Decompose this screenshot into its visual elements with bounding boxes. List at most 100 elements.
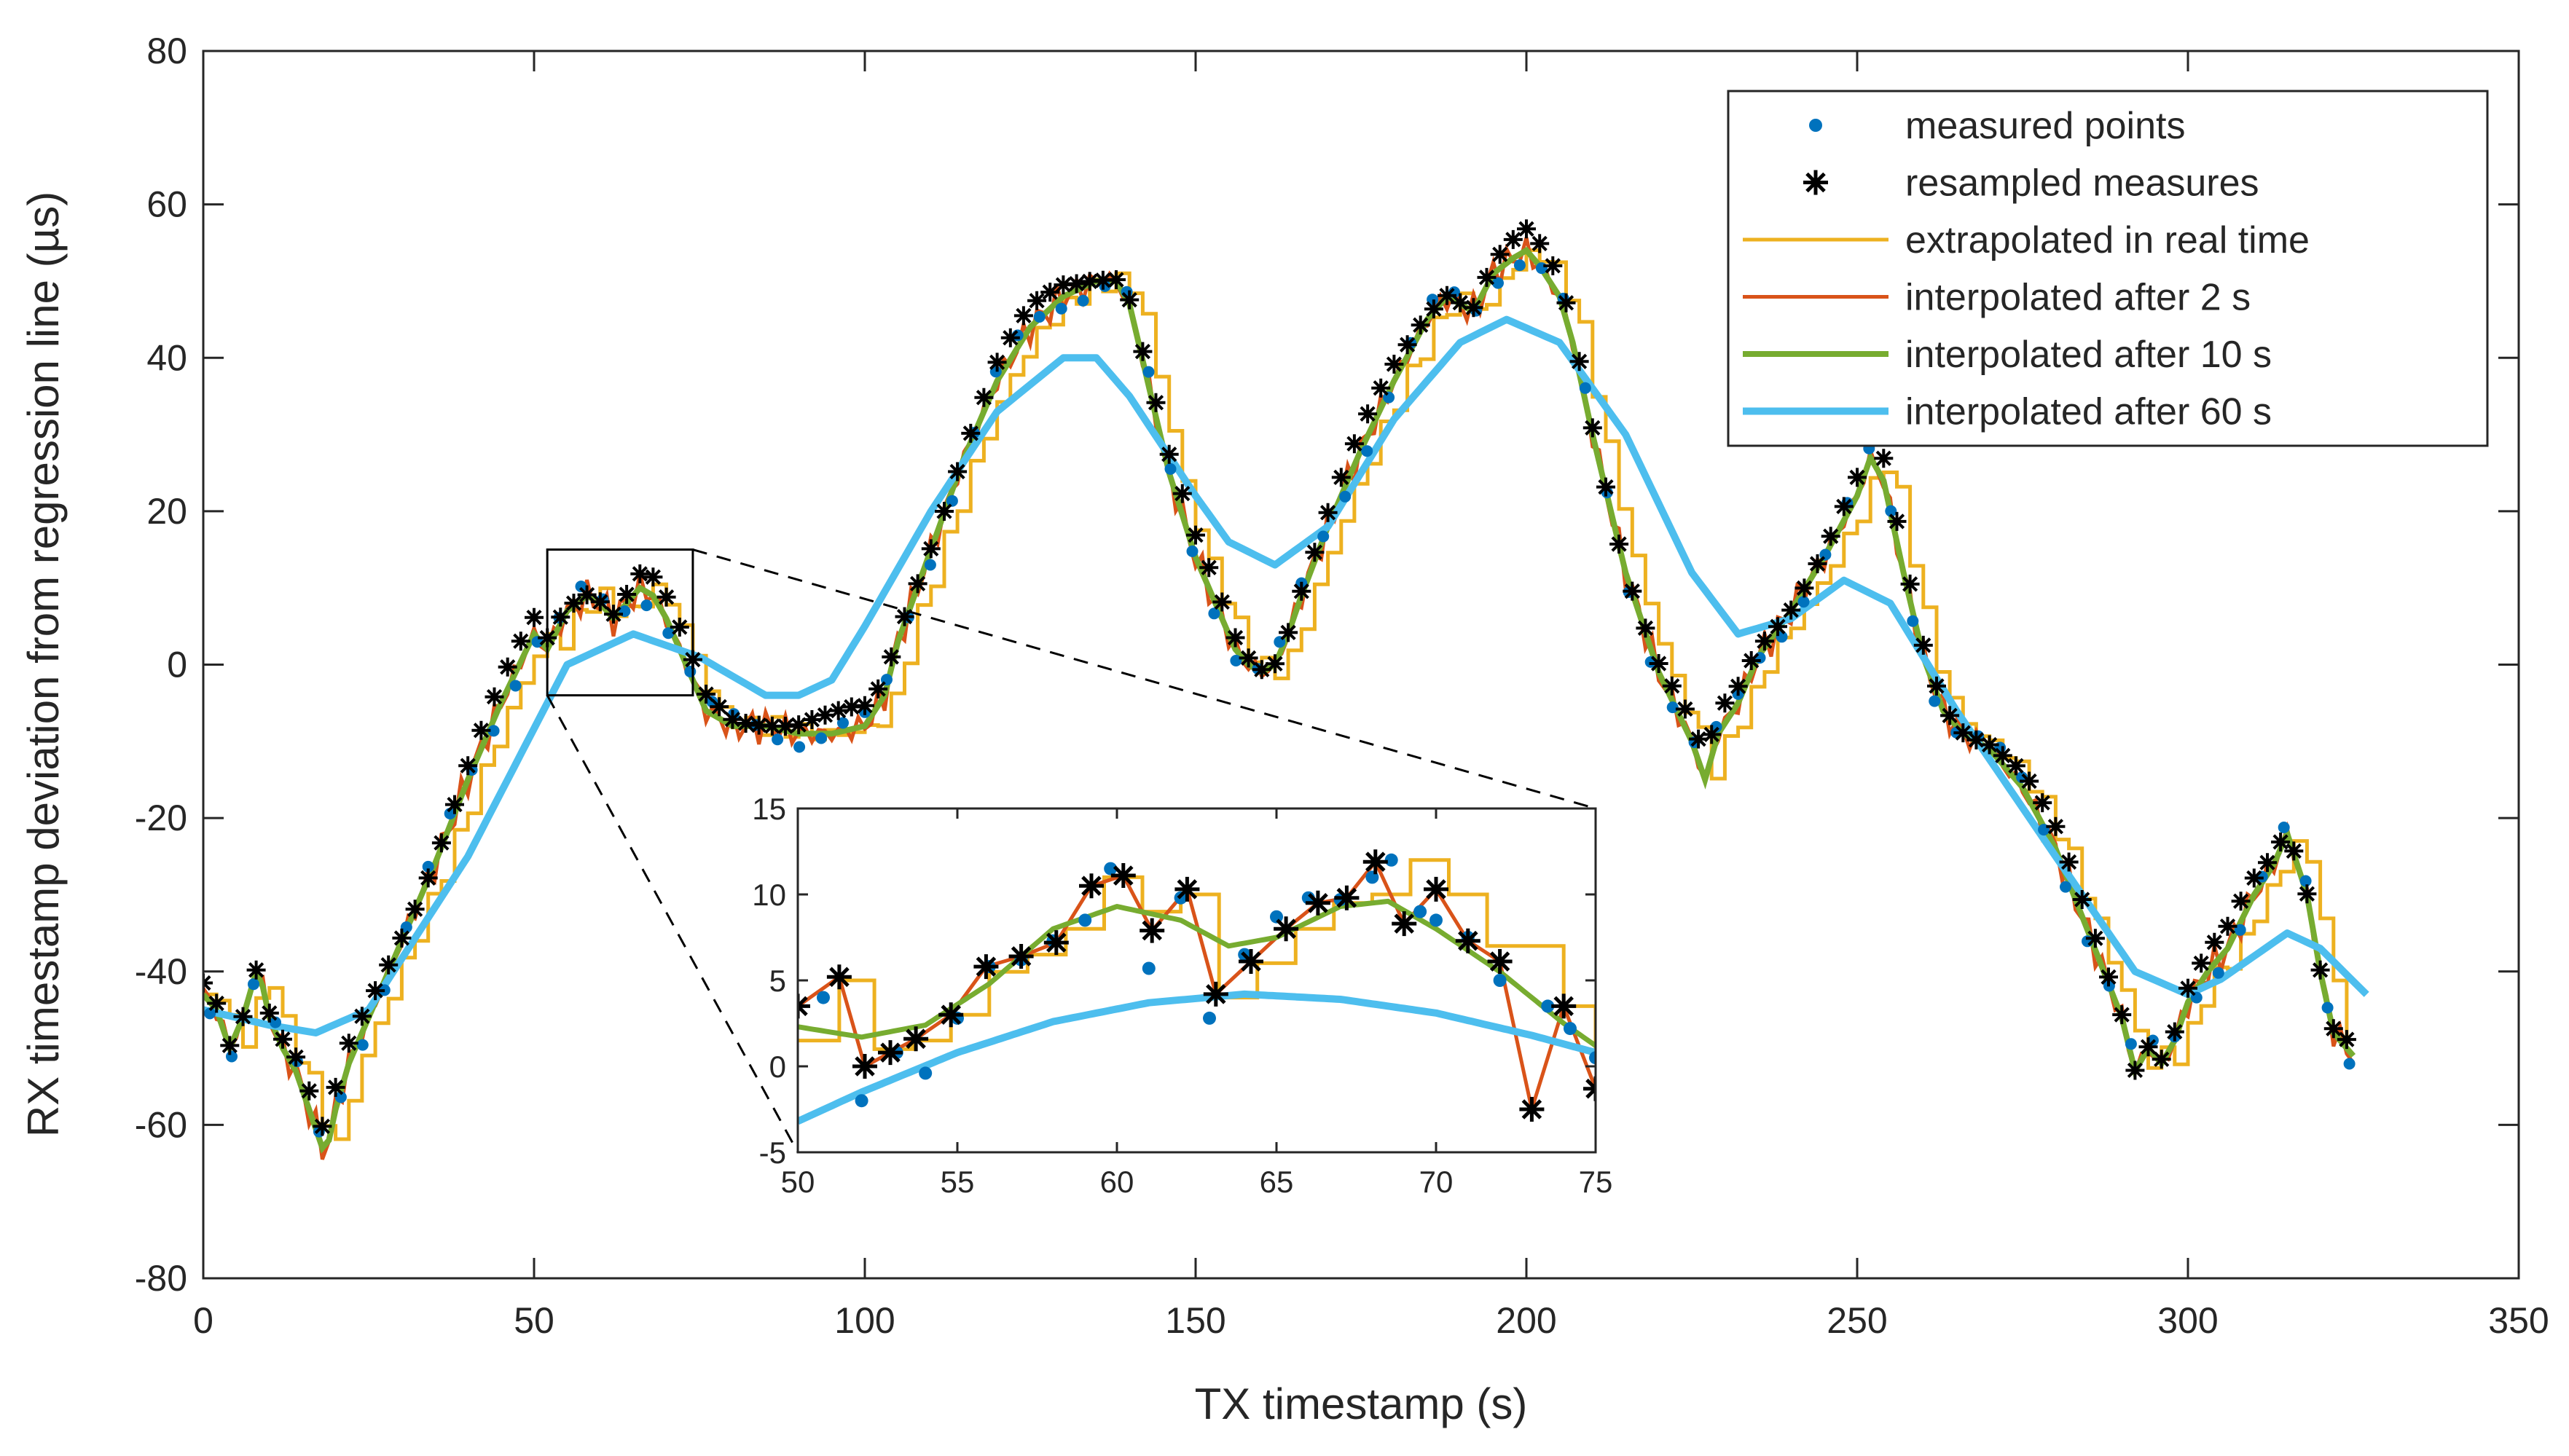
inset-y-tick-label: 15 bbox=[752, 792, 786, 826]
x-tick-label: 250 bbox=[1827, 1300, 1887, 1341]
resampled-point bbox=[1318, 503, 1338, 522]
y-tick-label: 40 bbox=[146, 337, 187, 378]
inset-interp-60s-line bbox=[798, 990, 1596, 1125]
resampled-point bbox=[1834, 497, 1854, 516]
resampled-point bbox=[485, 687, 504, 707]
resampled-point bbox=[1808, 554, 1827, 573]
resampled-point bbox=[1503, 229, 1523, 249]
measured-point bbox=[837, 717, 849, 729]
resampled-point bbox=[1186, 525, 1205, 545]
resampled-point bbox=[458, 756, 478, 776]
resampled-point bbox=[286, 1047, 306, 1067]
resampled-point bbox=[2218, 916, 2237, 936]
resampled-point bbox=[1754, 631, 1774, 651]
measured-point bbox=[640, 599, 653, 612]
inset-y-tick-label: 0 bbox=[769, 1050, 786, 1084]
resampled-point bbox=[1199, 558, 1219, 578]
resampled-point bbox=[617, 585, 637, 604]
resampled-point bbox=[789, 715, 809, 735]
zoom-source-box bbox=[546, 548, 694, 697]
measured-point bbox=[270, 1016, 281, 1028]
inset-resampled-point bbox=[878, 1040, 903, 1066]
resampled-point bbox=[710, 697, 729, 717]
resampled-point bbox=[1358, 404, 1378, 424]
resampled-point bbox=[220, 1036, 240, 1055]
resampled-point bbox=[2337, 1030, 2356, 1050]
inset-x-tick-label: 70 bbox=[1419, 1165, 1454, 1199]
resampled-point bbox=[723, 709, 742, 729]
resampled-point bbox=[643, 567, 663, 587]
measured-point bbox=[2060, 881, 2071, 893]
resampled-point bbox=[1966, 730, 1986, 749]
resampled-point bbox=[299, 1081, 319, 1101]
inset-y-tick-label: -5 bbox=[759, 1136, 786, 1170]
inset-resampled-point bbox=[826, 964, 852, 990]
measured-point bbox=[2278, 822, 2290, 833]
resampled-point bbox=[1715, 693, 1735, 713]
resampled-point bbox=[1728, 677, 1748, 696]
measured-point bbox=[509, 680, 522, 692]
measured-point bbox=[1164, 463, 1177, 475]
inset-resampled-point bbox=[852, 1054, 877, 1079]
measured-point bbox=[1710, 720, 1722, 733]
resampled-point bbox=[1940, 706, 1960, 725]
resampled-point bbox=[1212, 592, 1232, 612]
resampled-point bbox=[352, 1007, 372, 1026]
resampled-point bbox=[2033, 793, 2052, 813]
measured-point bbox=[1361, 445, 1373, 457]
measured-point bbox=[1666, 701, 1679, 714]
resampled-point bbox=[656, 587, 676, 607]
resampled-point bbox=[273, 1029, 292, 1049]
resampled-point bbox=[1080, 272, 1099, 291]
legend-label-interp10: interpolated after 10 s bbox=[1905, 334, 2272, 376]
inset-resampled-point bbox=[1239, 949, 1263, 974]
resampled-point bbox=[2152, 1050, 2171, 1069]
inset-measured-point bbox=[1203, 1011, 1216, 1025]
legend-marker-measured bbox=[1809, 119, 1822, 132]
resampled-point bbox=[1371, 378, 1391, 398]
resampled-point bbox=[1609, 535, 1629, 554]
resampled-point bbox=[1344, 434, 1364, 454]
resampled-point bbox=[1146, 393, 1166, 412]
x-tick-label: 200 bbox=[1496, 1300, 1556, 1341]
measured-point bbox=[1142, 366, 1155, 378]
resampled-point bbox=[802, 710, 822, 729]
resampled-point bbox=[1266, 654, 1284, 674]
x-tick-label: 150 bbox=[1165, 1300, 1225, 1341]
resampled-point bbox=[895, 607, 914, 626]
inset-resampled-point bbox=[1110, 863, 1136, 888]
resampled-point bbox=[1424, 299, 1443, 319]
inset-measured-point bbox=[1413, 905, 1427, 918]
measured-point bbox=[1186, 545, 1199, 557]
resampled-point bbox=[842, 697, 861, 717]
resampled-point bbox=[392, 928, 412, 948]
inset-extrapolated-line bbox=[798, 858, 1596, 1058]
measured-point bbox=[1055, 302, 1067, 315]
inset-resampled-point bbox=[1334, 885, 1360, 910]
inset-resampled-point bbox=[1140, 918, 1165, 943]
resampled-point bbox=[1662, 676, 1682, 696]
measured-point bbox=[1907, 615, 1919, 627]
inset-resampled-point bbox=[1519, 1097, 1545, 1122]
resampled-point bbox=[1397, 335, 1417, 355]
resampled-point bbox=[1887, 511, 1907, 531]
resampled-point bbox=[1292, 581, 1311, 601]
zoom-connector-line bbox=[546, 694, 799, 1153]
resampled-point bbox=[1027, 291, 1047, 310]
y-tick-label: -80 bbox=[135, 1258, 187, 1299]
inset-measured-point bbox=[1564, 1022, 1577, 1036]
resampled-point bbox=[1252, 660, 1271, 680]
resampled-point bbox=[498, 657, 517, 677]
resampled-point bbox=[551, 607, 570, 627]
resampled-point bbox=[1623, 581, 1642, 601]
resampled-point bbox=[326, 1077, 345, 1097]
inset-resampled-point bbox=[1008, 944, 1034, 969]
measured-point bbox=[248, 978, 259, 991]
measured-point bbox=[356, 1039, 369, 1051]
resampled-point bbox=[2284, 841, 2304, 861]
x-tick-label: 100 bbox=[834, 1300, 895, 1341]
y-tick-label: -20 bbox=[135, 798, 187, 838]
inset-measured-point bbox=[1493, 974, 1507, 987]
resampled-point bbox=[2323, 1019, 2343, 1039]
